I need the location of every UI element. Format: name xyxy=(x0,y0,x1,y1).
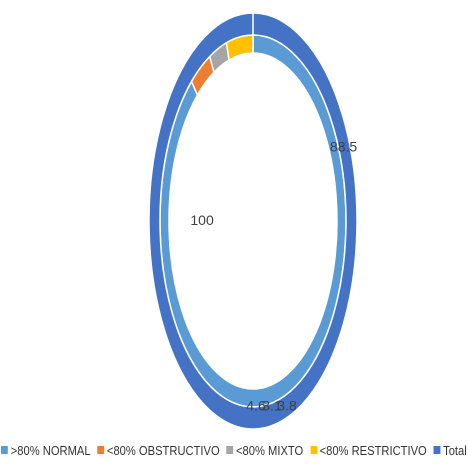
legend-label: <80% OBSTRUCTIVO xyxy=(106,442,220,458)
legend-swatch-obstructivo xyxy=(97,446,105,454)
legend-label: <80% MIXTO xyxy=(236,442,304,458)
legend-item: <80% MIXTO xyxy=(226,442,304,458)
slice-outer-total xyxy=(148,12,358,430)
doughnut-chart: 88.5 4.63.13.8 100 xyxy=(148,12,358,430)
legend-label: >80% NORMAL xyxy=(10,442,91,458)
slice-inner-80-normal xyxy=(159,34,347,408)
legend-swatch-total xyxy=(433,446,441,454)
legend-label: Total xyxy=(443,442,467,458)
legend-swatch-restrictivo xyxy=(310,446,318,454)
legend-item: <80% RESTRICTIVO xyxy=(310,443,427,458)
data-label: 100 xyxy=(190,212,214,228)
legend-swatch-mixto xyxy=(226,446,234,454)
legend-swatch-normal xyxy=(1,446,9,454)
legend-label: <80% RESTRICTIVO xyxy=(319,442,427,458)
chart-legend: >80% NORMAL <80% OBSTRUCTIVO <80% MIXTO … xyxy=(1,440,467,460)
data-label: 4.6 xyxy=(246,398,266,414)
data-label: 3.8 xyxy=(277,398,297,414)
data-label: 3.1 xyxy=(262,398,282,414)
legend-item: >80% NORMAL xyxy=(1,442,91,458)
data-label: 88.5 xyxy=(330,139,357,155)
legend-item: Total xyxy=(433,442,467,458)
legend-item: <80% OBSTRUCTIVO xyxy=(97,442,220,458)
